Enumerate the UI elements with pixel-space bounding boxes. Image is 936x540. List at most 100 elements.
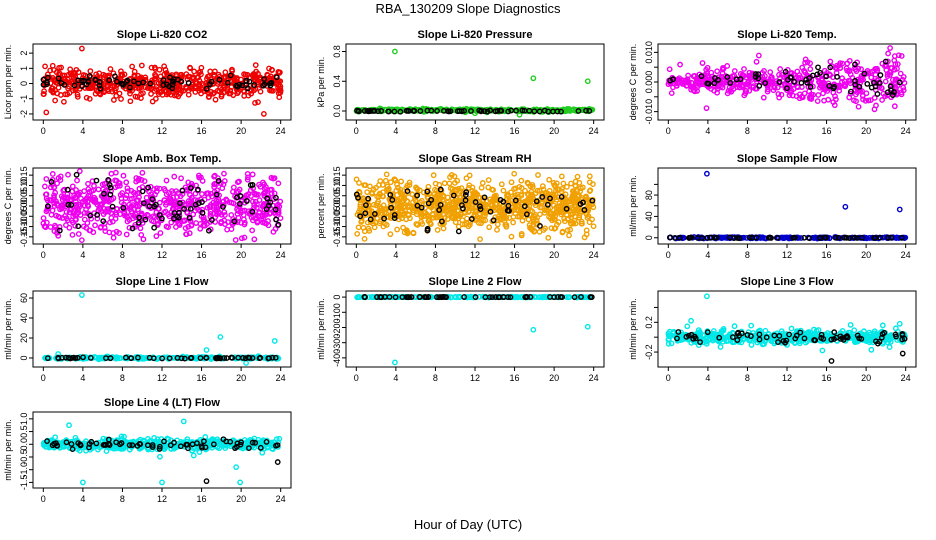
data-point bbox=[545, 234, 552, 241]
data-point bbox=[522, 187, 528, 194]
data-point bbox=[750, 83, 757, 90]
black-point bbox=[775, 339, 781, 345]
data-point bbox=[398, 178, 405, 185]
data-point bbox=[441, 180, 448, 187]
x-tick-label: 0 bbox=[41, 373, 46, 383]
data-point bbox=[695, 327, 702, 333]
data-point bbox=[564, 215, 571, 222]
data-point bbox=[92, 90, 99, 97]
x-tick-label: 0 bbox=[41, 494, 46, 504]
data-point bbox=[567, 211, 574, 218]
black-point bbox=[437, 186, 444, 193]
data-point bbox=[525, 206, 531, 212]
black-point bbox=[586, 107, 593, 114]
black-point bbox=[873, 338, 879, 345]
data-point bbox=[469, 184, 476, 191]
black-point bbox=[522, 294, 529, 301]
x-tick-label: 20 bbox=[236, 373, 246, 383]
data-point bbox=[552, 191, 559, 198]
black-point bbox=[96, 82, 103, 89]
data-point bbox=[80, 223, 87, 230]
data-point bbox=[552, 216, 558, 223]
data-point bbox=[123, 179, 130, 186]
black-point bbox=[176, 209, 182, 216]
data-point bbox=[889, 76, 896, 83]
black-point bbox=[243, 82, 250, 89]
data-point bbox=[133, 175, 140, 181]
data-point bbox=[57, 177, 64, 184]
points-group bbox=[353, 48, 596, 118]
data-point bbox=[695, 342, 702, 348]
y-tick-label: 0.4 bbox=[332, 75, 342, 88]
data-point bbox=[703, 66, 710, 73]
black-point bbox=[500, 294, 507, 300]
black-point bbox=[828, 358, 835, 364]
data-point bbox=[86, 95, 93, 102]
data-point bbox=[819, 347, 826, 354]
black-point bbox=[58, 80, 65, 86]
black-point bbox=[667, 77, 674, 84]
black-point bbox=[462, 197, 469, 204]
y-tick-label: 0.10 bbox=[19, 177, 29, 195]
data-point bbox=[176, 221, 183, 227]
data-point bbox=[759, 341, 766, 348]
data-point bbox=[581, 294, 587, 301]
data-point bbox=[583, 193, 589, 200]
y-tick-label: 80 bbox=[644, 190, 654, 200]
data-point bbox=[745, 81, 752, 87]
y-tick-label: 1 bbox=[19, 66, 29, 71]
data-point bbox=[59, 196, 66, 203]
data-point bbox=[149, 98, 156, 105]
black-point bbox=[436, 207, 443, 213]
black-point bbox=[798, 79, 805, 86]
data-point bbox=[84, 202, 91, 209]
black-point bbox=[122, 354, 129, 361]
black-point bbox=[257, 354, 264, 361]
black-point bbox=[100, 218, 107, 225]
data-point bbox=[901, 235, 908, 242]
data-point bbox=[400, 193, 407, 200]
y-tick-label: -1 bbox=[19, 95, 29, 103]
black-point bbox=[521, 107, 528, 114]
data-point bbox=[185, 179, 192, 186]
data-point bbox=[274, 77, 281, 84]
outlier-point bbox=[271, 338, 278, 344]
data-point bbox=[560, 180, 567, 187]
data-point bbox=[494, 226, 500, 233]
data-point bbox=[839, 327, 846, 334]
data-point bbox=[795, 84, 801, 91]
black-point bbox=[697, 339, 703, 346]
data-point bbox=[373, 184, 379, 191]
data-point bbox=[215, 196, 222, 203]
data-point bbox=[450, 213, 457, 220]
black-point bbox=[791, 234, 797, 241]
data-point bbox=[762, 327, 769, 334]
data-point bbox=[387, 179, 394, 186]
points-group bbox=[354, 293, 595, 366]
black-point bbox=[120, 204, 127, 211]
x-tick-label: 20 bbox=[861, 126, 871, 136]
black-point bbox=[207, 81, 213, 88]
data-point bbox=[508, 179, 515, 186]
black-point bbox=[505, 108, 512, 115]
data-point bbox=[417, 211, 424, 217]
data-point bbox=[565, 294, 572, 301]
data-point bbox=[485, 184, 492, 191]
black-point bbox=[107, 191, 114, 198]
panel-5: Slope Gas Stream RH0 4 8 12 16 20 24-0.15-0.10… bbox=[316, 153, 605, 260]
data-point bbox=[217, 85, 224, 91]
data-point bbox=[256, 197, 263, 204]
data-point bbox=[245, 174, 251, 181]
x-tick-label: 24 bbox=[276, 494, 286, 504]
data-point bbox=[798, 235, 805, 241]
black-point bbox=[355, 194, 361, 201]
black-point bbox=[135, 354, 141, 361]
data-point bbox=[256, 181, 262, 188]
data-point bbox=[860, 76, 867, 83]
data-point bbox=[812, 331, 818, 338]
data-point bbox=[821, 67, 828, 74]
data-point bbox=[51, 228, 58, 235]
data-point bbox=[824, 330, 831, 336]
black-point bbox=[362, 202, 369, 209]
data-point bbox=[59, 202, 66, 209]
